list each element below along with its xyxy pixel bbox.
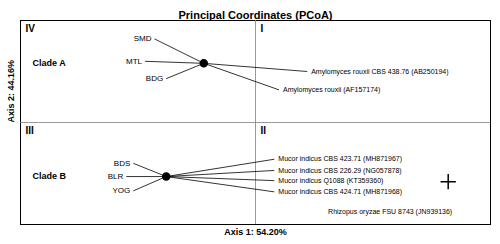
svg-text:IV: IV (26, 23, 36, 34)
svg-text:Axis 1: 54.20%: Axis 1: 54.20% (224, 227, 287, 237)
svg-text:Clade B: Clade B (33, 171, 67, 181)
svg-text:Mucor indicus CBS 226.29 (NG05: Mucor indicus CBS 226.29 (NG057878) (278, 167, 401, 175)
svg-text:Mucor indicus CBS 423.71 (MH87: Mucor indicus CBS 423.71 (MH871967) (278, 155, 402, 163)
svg-text:Mucor indicus Q1088 (KT359360): Mucor indicus Q1088 (KT359360) (278, 177, 383, 185)
svg-text:SMD: SMD (134, 34, 152, 43)
svg-text:Amylomyces rouxii (AF157174): Amylomyces rouxii (AF157174) (283, 86, 380, 94)
svg-text:II: II (261, 125, 267, 136)
svg-text:Mucor indicus CBS 424.71 (MH87: Mucor indicus CBS 424.71 (MH871968) (278, 188, 402, 196)
svg-text:BDS: BDS (114, 159, 130, 168)
svg-text:Axis 2: 44.16%: Axis 2: 44.16% (6, 60, 16, 123)
svg-text:Clade A: Clade A (33, 58, 67, 68)
svg-text:I: I (261, 23, 264, 34)
svg-text:III: III (26, 125, 35, 136)
svg-text:Principal Coordinates (PCoA): Principal Coordinates (PCoA) (178, 9, 332, 21)
svg-text:Rhizopus oryzae FSU 8743 (JN93: Rhizopus oryzae FSU 8743 (JN939136) (328, 208, 452, 216)
svg-text:MTL: MTL (126, 57, 143, 66)
svg-text:BLR: BLR (108, 172, 124, 181)
svg-text:Amylomyces rouxii CBS 438.76 (: Amylomyces rouxii CBS 438.76 (AB250194) (311, 68, 448, 76)
svg-text:YOG: YOG (113, 186, 131, 195)
svg-text:BDG: BDG (146, 74, 163, 83)
